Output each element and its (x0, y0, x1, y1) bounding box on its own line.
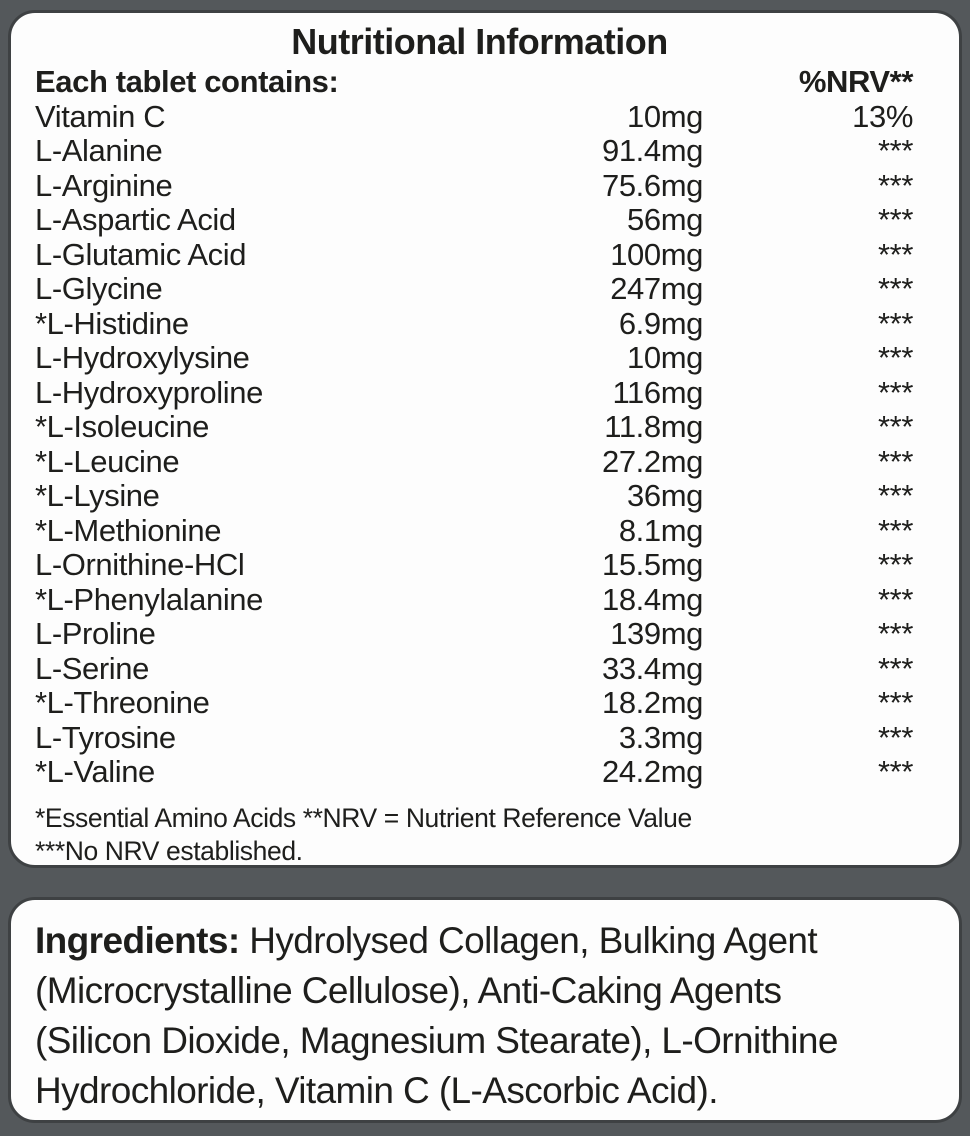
nutrient-amount: 36mg (627, 478, 703, 513)
nutrient-amount: 139mg (610, 616, 703, 651)
nutrition-panel: Nutritional Information Each tablet cont… (8, 10, 962, 868)
nutrient-nrv: *** (878, 271, 913, 306)
nutrient-amount: 75.6mg (602, 167, 703, 203)
nutrition-title: Nutritional Information (291, 21, 668, 62)
table-row: L-Proline 139mg *** (35, 616, 913, 652)
footnote-essential-nrv: *Essential Amino Acids **NRV = Nutrient … (35, 802, 692, 833)
nutrient-name: *L-Methionine (35, 512, 222, 548)
nutrient-amount: 247mg (610, 271, 703, 306)
nutrient-nrv: *** (878, 202, 913, 237)
nutrient-amount: 18.2mg (602, 685, 703, 720)
nutrient-amount: 33.4mg (602, 650, 703, 686)
nutrient-nrv: *** (878, 512, 913, 548)
nutrient-nrv: *** (878, 409, 913, 444)
nutrient-amount: 27.2mg (602, 443, 703, 479)
nutrient-name: L-Glutamic Acid (35, 236, 247, 272)
nutrient-name: *L-Lysine (35, 478, 160, 513)
nutrient-name: *L-Threonine (35, 685, 210, 720)
nutrient-name: L-Hydroxylysine (35, 340, 250, 375)
table-row: *L-Lysine 36mg *** (35, 478, 913, 514)
header-nrv: %NRV** (798, 64, 914, 99)
footnote-no-nrv: ***No NRV established. (35, 835, 303, 866)
table-row: *L-Phenylalanine 18.4mg *** (35, 581, 913, 618)
nutrient-nrv: *** (878, 719, 913, 755)
nutrient-amount: 24.2mg (602, 754, 703, 789)
nutrient-name: *L-Phenylalanine (35, 581, 263, 617)
nutrient-amount: 10mg (627, 340, 703, 375)
nutrient-nrv: *** (878, 650, 913, 686)
ingredients-line: Ingredients: Hydrolysed Collagen, Bulkin… (35, 916, 935, 966)
ingredients-panel: Ingredients: Hydrolysed Collagen, Bulkin… (8, 897, 962, 1123)
nutrient-nrv: *** (878, 236, 913, 272)
nutrient-name: L-Tyrosine (35, 719, 176, 755)
nutrient-name: *L-Isoleucine (35, 409, 210, 444)
nutrient-amount: 6.9mg (618, 305, 704, 341)
nutrient-nrv: *** (878, 478, 913, 513)
table-row: L-Glutamic Acid 100mg *** (35, 236, 913, 273)
nutrient-name: L-Aspartic Acid (35, 202, 236, 237)
nutrient-amount: 91.4mg (602, 133, 703, 168)
nutrient-name: L-Serine (35, 650, 149, 686)
table-row: *L-Histidine 6.9mg *** (35, 305, 913, 342)
nutrient-nrv: *** (878, 581, 913, 617)
header-each-tablet: Each tablet contains: (35, 64, 339, 99)
nutrient-nrv: *** (878, 340, 913, 375)
nutrient-nrv: *** (878, 754, 913, 789)
ingredients-line: Hydrochloride, Vitamin C (L-Ascorbic Aci… (35, 1070, 719, 1111)
ingredients-heading: Ingredients: (35, 920, 240, 961)
table-row: L-Ornithine-HCl 15.5mg *** (35, 547, 913, 583)
ingredients-line: (Silicon Dioxide, Magnesium Stearate), L… (35, 1020, 838, 1061)
nutrient-nrv: 13% (852, 98, 913, 134)
table-row: L-Tyrosine 3.3mg *** (35, 719, 913, 756)
table-row: L-Hydroxylysine 10mg *** (35, 340, 913, 376)
footnotes: *Essential Amino Acids **NRV = Nutrient … (35, 802, 913, 868)
nutrient-amount: 15.5mg (602, 547, 703, 582)
nutrient-name: L-Alanine (35, 133, 163, 168)
nutrient-nrv: *** (878, 616, 913, 651)
nutrient-name: L-Glycine (35, 271, 163, 306)
table-row: *L-Isoleucine 11.8mg *** (35, 409, 913, 445)
nutrient-name: L-Ornithine-HCl (35, 547, 245, 582)
table-row: L-Hydroxyproline 116mg *** (35, 374, 913, 411)
nutrient-amount: 10mg (627, 98, 703, 134)
nutrient-name: *L-Histidine (35, 305, 189, 341)
nutrient-amount: 8.1mg (618, 512, 704, 548)
nutrient-nrv: *** (878, 685, 913, 720)
table-row: L-Alanine 91.4mg *** (35, 133, 913, 169)
table-row: *L-Methionine 8.1mg *** (35, 512, 913, 549)
table-row: L-Glycine 247mg *** (35, 271, 913, 307)
nutrient-nrv: *** (878, 443, 913, 479)
nutrient-nrv: *** (878, 374, 913, 410)
table-row: Vitamin C 10mg 13% (35, 98, 913, 135)
nutrient-amount: 11.8mg (604, 409, 703, 444)
nutrient-nrv: *** (878, 305, 913, 341)
nutrient-amount: 3.3mg (618, 719, 704, 755)
nutrient-amount: 18.4mg (602, 581, 703, 617)
nutrient-nrv: *** (878, 133, 913, 168)
nutrient-name: L-Hydroxyproline (35, 374, 263, 410)
ingredients-line: (Microcrystalline Cellulose), Anti-Cakin… (35, 970, 782, 1011)
nutrition-table-header: Each tablet contains: %NRV** (35, 64, 914, 100)
nutrient-amount: 56mg (627, 202, 703, 237)
table-row: L-Aspartic Acid 56mg *** (35, 202, 913, 238)
nutrient-name: L-Arginine (35, 167, 173, 203)
nutrient-nrv: *** (878, 167, 913, 203)
nutrient-name: L-Proline (35, 616, 156, 651)
nutrient-name: *L-Leucine (35, 443, 180, 479)
table-row: L-Arginine 75.6mg *** (35, 167, 913, 204)
table-row: *L-Threonine 18.2mg *** (35, 685, 913, 721)
nutrition-table-body: Vitamin C 10mg 13% L-Alanine 91.4mg *** L-Argi… (35, 98, 913, 790)
table-row: L-Serine 33.4mg *** (35, 650, 913, 687)
nutrient-amount: 100mg (610, 236, 703, 272)
table-row: *L-Leucine 27.2mg *** (35, 443, 913, 480)
nutrient-name: Vitamin C (35, 98, 166, 134)
nutrient-nrv: *** (878, 547, 913, 582)
nutrient-name: *L-Valine (35, 754, 155, 789)
ingredients-text: Hydrolysed Collagen, Bulking Agent (249, 920, 818, 961)
nutrient-amount: 116mg (612, 374, 704, 410)
table-row: *L-Valine 24.2mg *** (35, 754, 913, 790)
